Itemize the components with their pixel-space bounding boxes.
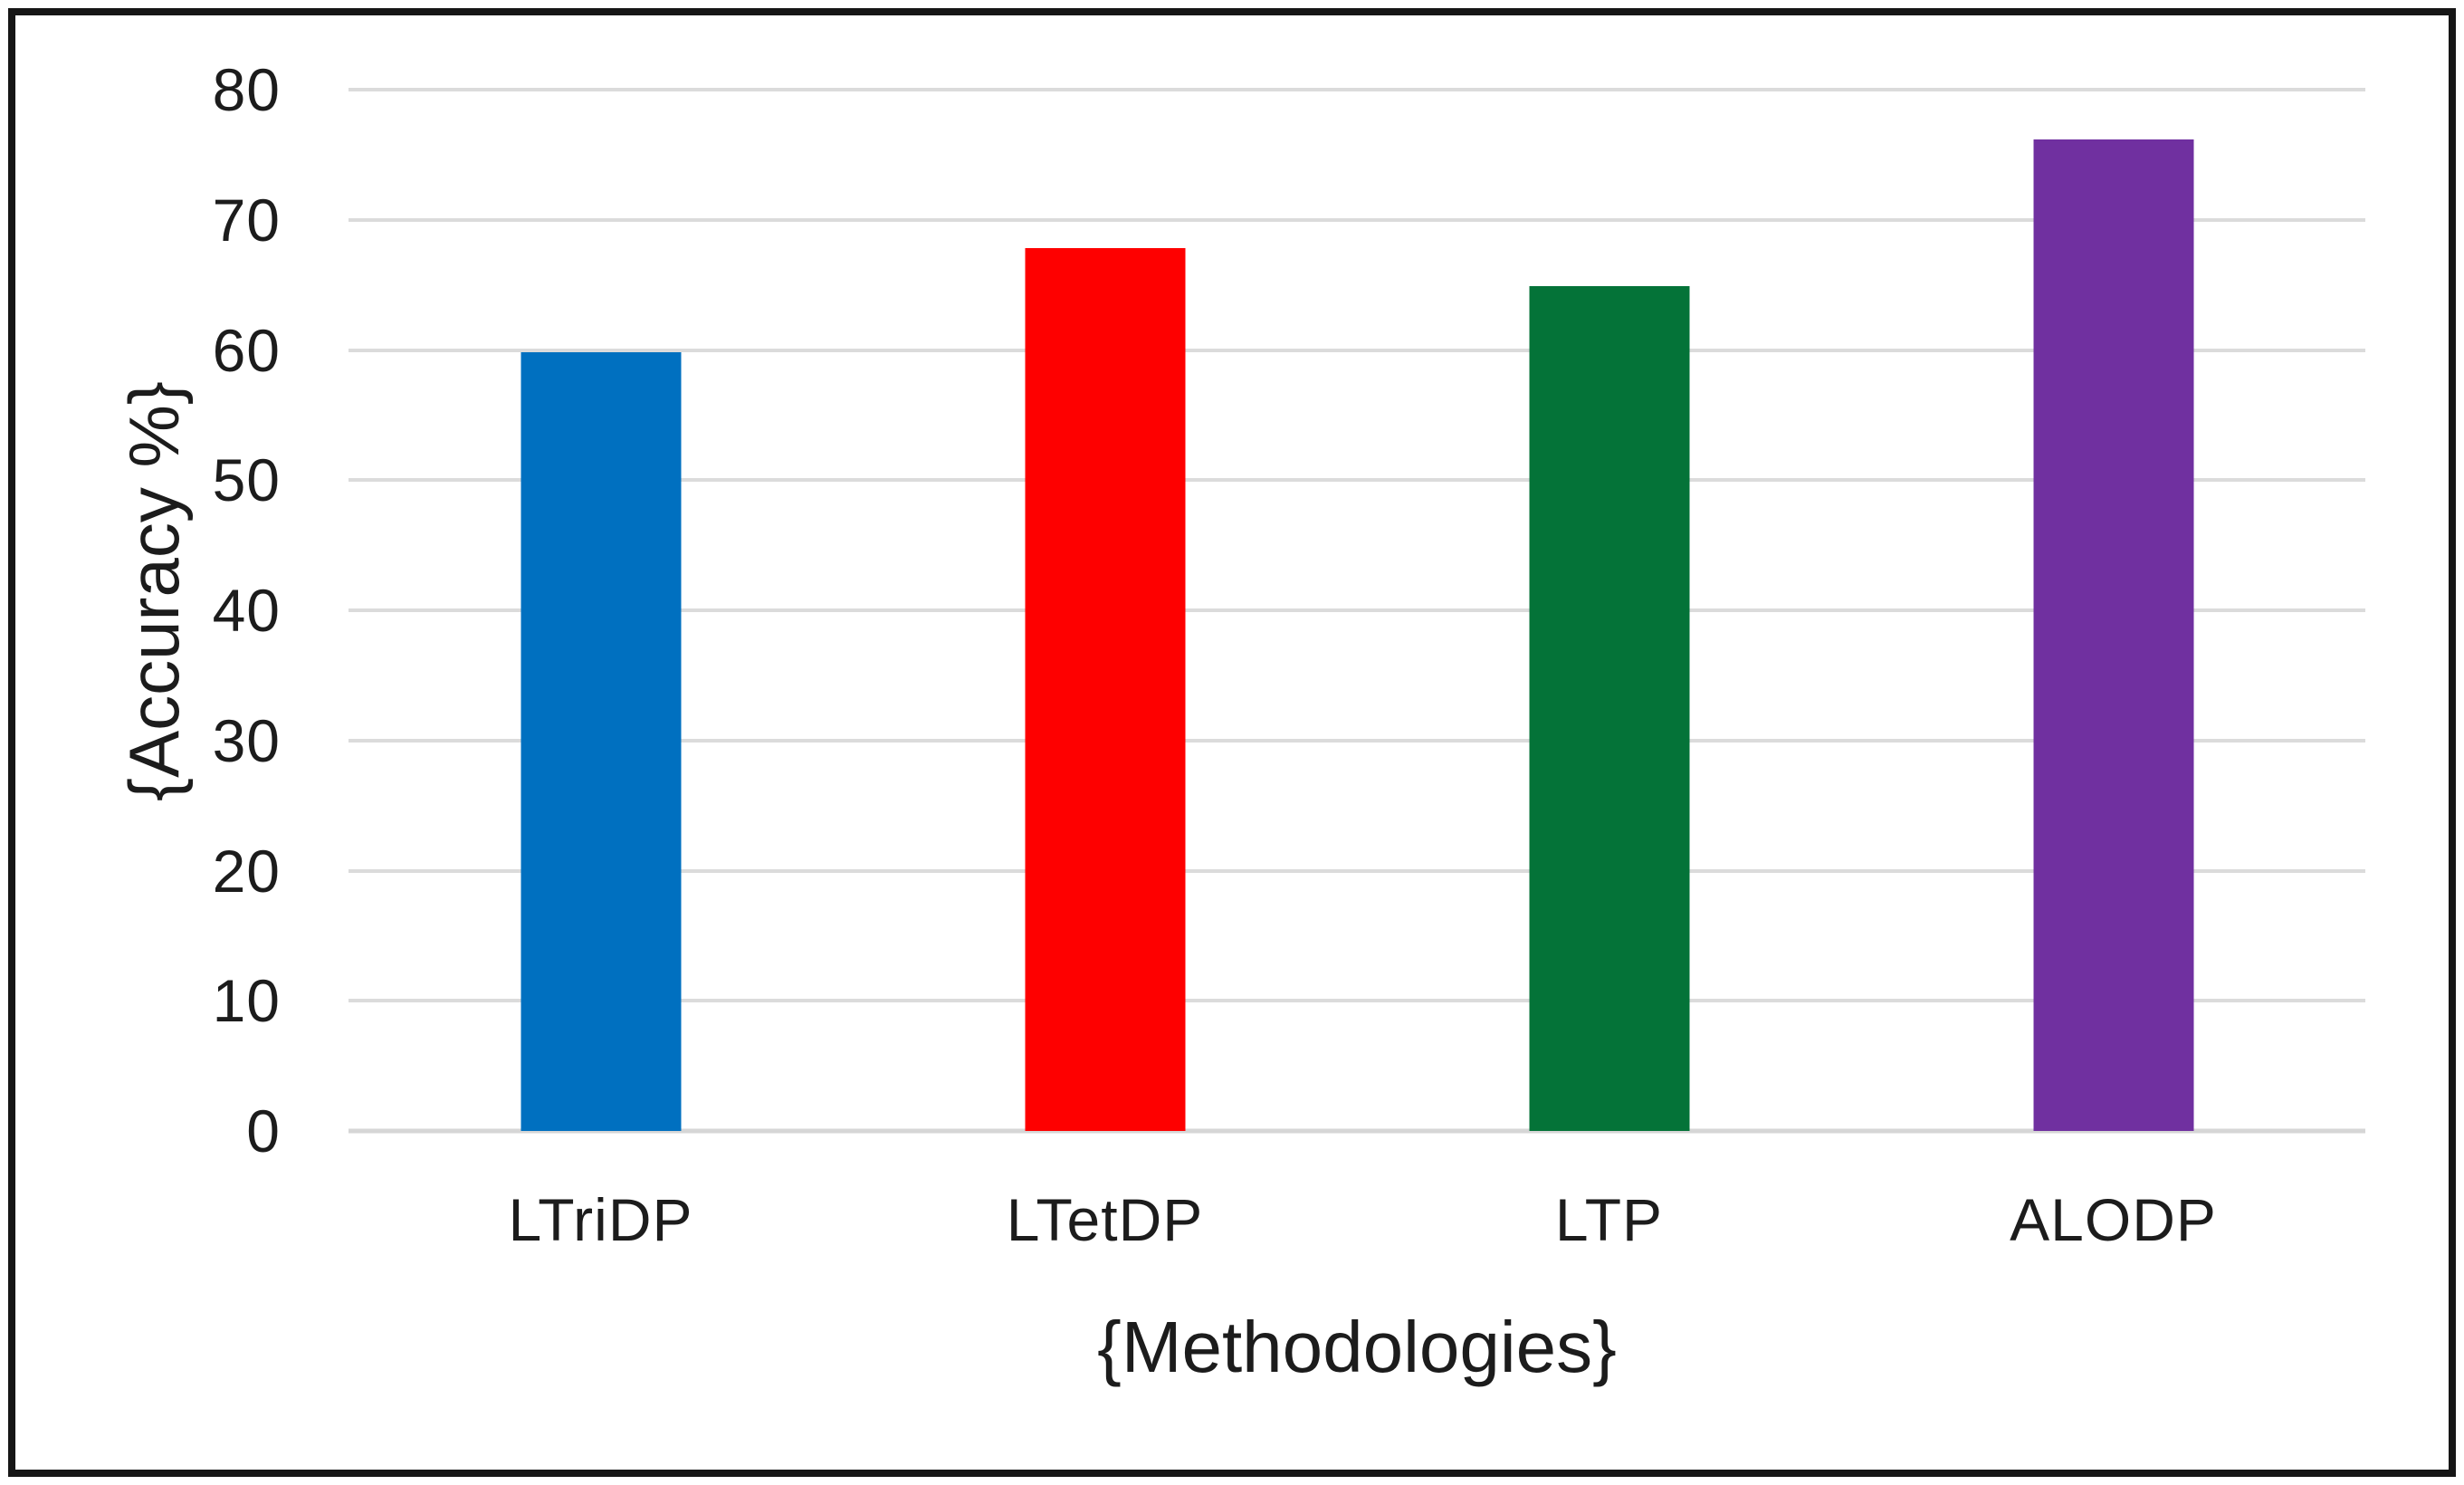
x-axis-category-labels: LTriDP LTetDP LTP ALODP <box>349 1183 2365 1256</box>
bar-LTetDP <box>1025 248 1185 1131</box>
y-tick-label-10: 10 <box>212 967 281 1035</box>
y-gridline-40 <box>349 608 2365 612</box>
category-slot-LTP <box>1357 90 1861 1131</box>
bars-layer <box>349 90 2365 1131</box>
y-tick-label-60: 60 <box>212 316 281 384</box>
x-axis-line <box>349 1128 2365 1134</box>
y-tick-label-0: 0 <box>246 1097 281 1164</box>
category-slot-LTriDP <box>349 90 853 1131</box>
x-category-label-LTetDP: LTetDP <box>1006 1186 1204 1253</box>
bar-LTP <box>1529 286 1689 1131</box>
y-gridline-70 <box>349 217 2365 222</box>
y-tick-label-20: 20 <box>212 837 281 905</box>
y-gridline-50 <box>349 478 2365 483</box>
y-gridline-80 <box>349 88 2365 91</box>
y-gridline-20 <box>349 868 2365 873</box>
plot-area <box>349 88 2365 1134</box>
y-gridline-10 <box>349 999 2365 1003</box>
y-gridline-60 <box>349 348 2365 352</box>
x-category-label-LTriDP: LTriDP <box>508 1186 693 1253</box>
x-category-label-ALODP: ALODP <box>2010 1186 2217 1253</box>
x-axis-title: {Methodologies} <box>1097 1307 1617 1387</box>
category-slot-ALODP <box>1861 90 2365 1131</box>
x-category-label-LTP: LTP <box>1554 1186 1664 1253</box>
y-tick-label-30: 30 <box>212 706 281 774</box>
y-gridline-30 <box>349 738 2365 742</box>
bar-ALODP <box>2033 139 2193 1131</box>
y-axis-tick-labels: 0 10 20 30 40 50 60 70 80 <box>0 60 281 1161</box>
y-tick-label-70: 70 <box>212 186 281 254</box>
y-tick-label-80: 80 <box>212 56 281 123</box>
bar-LTriDP <box>520 352 681 1131</box>
y-tick-label-40: 40 <box>212 577 281 644</box>
y-tick-label-50: 50 <box>212 446 281 514</box>
category-slot-LTetDP <box>853 90 1357 1131</box>
